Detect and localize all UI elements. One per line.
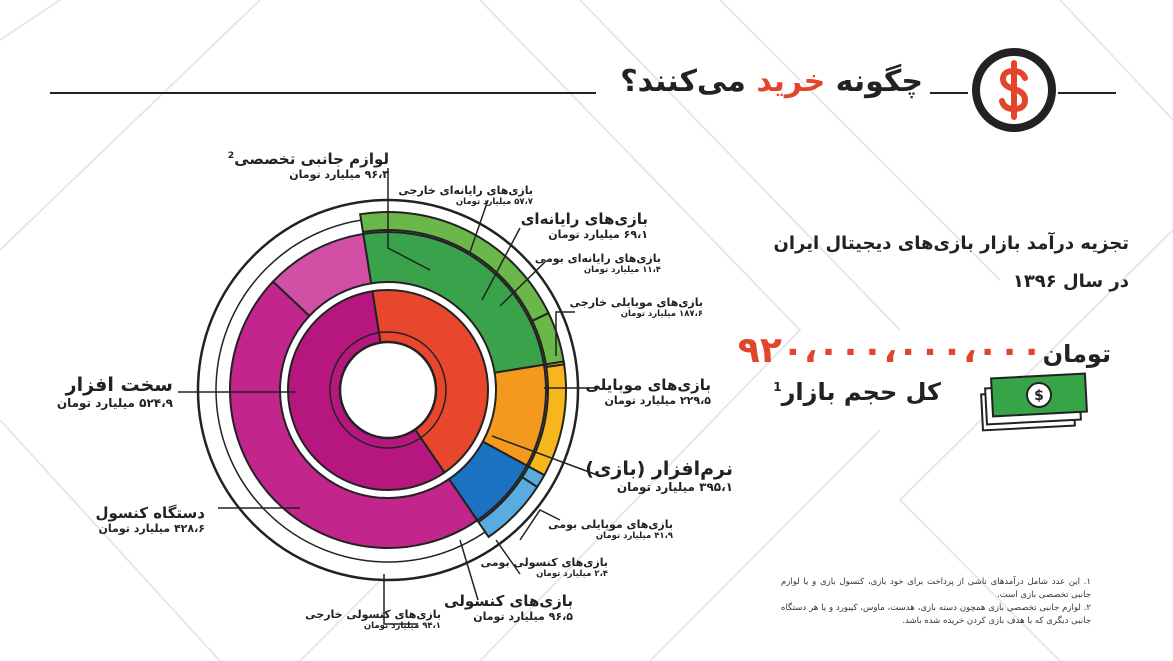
- leader-pc-games: [481, 227, 521, 301]
- leader-console-foreign: [383, 574, 418, 625]
- market-amount-number: ۹۲۰،۰۰۰،۰۰۰،۰۰۰: [737, 330, 1043, 371]
- label-console-foreign-value: ۹۴،۱ میلیارد تومان: [363, 621, 441, 631]
- label-console-local-name: بازی‌های کنسولی بومی: [480, 556, 608, 569]
- leader-console-games: [459, 539, 479, 601]
- label-pc-games-value: ۶۹،۱ میلیارد تومان: [548, 228, 648, 241]
- label-pc-local-name: بازی‌های رایانه‌ای بومی: [534, 252, 661, 265]
- leader-pc-local: [499, 261, 546, 307]
- leader-mobile-foreign: [555, 311, 575, 356]
- leader-mobile-local: [519, 509, 561, 541]
- label-accessories-value: ۹۶،۳ میلیارد تومان: [289, 168, 389, 181]
- label-mobile-local-value: ۴۱،۹ میلیارد تومان: [595, 531, 673, 541]
- label-pc-local: بازی‌های رایانه‌ای بومی ۱۱،۴ میلیارد توم…: [535, 252, 661, 275]
- label-pc-games-name: بازی‌های رایانه‌ای: [520, 210, 648, 228]
- market-amount: تومان۹۲۰،۰۰۰،۰۰۰،۰۰۰: [738, 330, 1111, 371]
- title-rule-far-right: [1058, 92, 1116, 94]
- label-console-foreign-name: بازی‌های کنسولی خارجی: [305, 608, 441, 621]
- label-mobile-foreign: بازی‌های موبایلی خارجی ۱۸۷،۶ میلیارد توم…: [570, 296, 703, 319]
- leader-pc-foreign: [469, 199, 489, 253]
- label-hardware-value: ۵۲۴،۹ میلیارد تومان: [56, 396, 173, 410]
- footnotes: ۱. این عدد شامل درآمدهای ناشی از پرداخت …: [781, 576, 1091, 628]
- label-accessories-name: لوازم جانبی تخصصی2: [227, 150, 389, 168]
- info-title-line2: در سال ۱۳۹۶: [1012, 271, 1129, 292]
- label-mobile-games-value: ۲۲۹،۵ میلیارد تومان: [604, 394, 711, 407]
- label-mobile-local-name: بازی‌های موبایلی بومی: [548, 518, 673, 531]
- label-accessories: لوازم جانبی تخصصی2 ۹۶،۳ میلیارد تومان: [228, 150, 389, 181]
- label-console-local: بازی‌های کنسولی بومی ۲،۴ میلیارد تومان: [481, 556, 608, 579]
- label-mobile-games: بازی‌های موبایلی ۲۲۹،۵ میلیارد تومان: [585, 376, 711, 407]
- label-hardware: سخت افزار ۵۲۴،۹ میلیارد تومان: [57, 374, 173, 410]
- label-console-games-value: ۹۶،۵ میلیارد تومان: [473, 610, 573, 623]
- info-title-line1: تجزیه درآمد بازار بازی‌های دیجیتال ایران: [773, 233, 1129, 254]
- label-pc-games: بازی‌های رایانه‌ای ۶۹،۱ میلیارد تومان: [521, 210, 648, 241]
- market-amount-unit: تومان: [1042, 340, 1111, 368]
- label-mobile-foreign-name: بازی‌های موبایلی خارجی: [569, 296, 703, 309]
- leader-software: [491, 435, 601, 477]
- svg-text:$: $: [1034, 388, 1044, 404]
- label-software: نرم‌افزار (بازی) ۳۹۵،۱ میلیارد تومان: [585, 458, 733, 494]
- title-highlight: خرید: [756, 64, 826, 99]
- total-market-label: کل حجم بازار1: [773, 378, 941, 406]
- label-mobile-local: بازی‌های موبایلی بومی ۴۱،۹ میلیارد تومان: [548, 518, 673, 541]
- title-rule-left: [50, 92, 596, 94]
- label-console-foreign: بازی‌های کنسولی خارجی ۹۴،۱ میلیارد تومان: [305, 608, 441, 631]
- label-console-device-name: دستگاه کنسول: [95, 504, 205, 522]
- leader-accessories: [387, 168, 431, 271]
- center-hole: [338, 340, 438, 440]
- page-title: چگونه خرید می‌کنند؟: [620, 64, 923, 99]
- label-mobile-games-name: بازی‌های موبایلی: [585, 376, 711, 394]
- label-console-device-value: ۴۲۸،۶ میلیارد تومان: [98, 522, 205, 535]
- pc-foreign-arc: [476, 475, 539, 539]
- leader-console-local: [495, 539, 521, 575]
- footnote-1: ۱. این عدد شامل درآمدهای ناشی از پرداخت …: [781, 577, 1091, 600]
- label-pc-local-value: ۱۱،۴ میلیارد تومان: [583, 265, 661, 275]
- footnote-2: ۲. لوازم جانبی تخصصی بازی همچون دسته باز…: [781, 603, 1091, 626]
- console-device-arc: [229, 280, 479, 549]
- label-pc-foreign-value: ۵۷،۷ میلیارد تومان: [455, 197, 533, 207]
- inner-guide-ring: [329, 331, 447, 449]
- title-part1: چگونه: [835, 64, 923, 99]
- total-market-note: 1: [773, 380, 782, 394]
- label-pc-foreign-name: بازی‌های رایانه‌ای خارجی: [398, 184, 533, 197]
- label-console-device: دستگاه کنسول ۴۲۸،۶ میلیارد تومان: [95, 504, 205, 535]
- money-bills-icon: $: [980, 372, 1088, 432]
- dollar-icon: [972, 48, 1056, 132]
- label-software-name: نرم‌افزار (بازی): [585, 458, 733, 480]
- label-console-local-value: ۲،۴ میلیارد تومان: [536, 569, 608, 579]
- accessories-arc: [271, 232, 373, 318]
- label-console-games: بازی‌های کنسولی ۹۶،۵ میلیارد تومان: [444, 592, 573, 623]
- title-part2: می‌کنند؟: [620, 64, 746, 99]
- label-console-games-name: بازی‌های کنسولی: [444, 592, 573, 610]
- label-mobile-foreign-value: ۱۸۷،۶ میلیارد تومان: [620, 309, 703, 319]
- label-hardware-name: سخت افزار: [65, 374, 173, 396]
- label-pc-foreign: بازی‌های رایانه‌ای خارجی ۵۷،۷ میلیارد تو…: [398, 184, 533, 207]
- title-rule-right: [930, 92, 968, 94]
- label-software-value: ۳۹۵،۱ میلیارد تومان: [616, 480, 733, 494]
